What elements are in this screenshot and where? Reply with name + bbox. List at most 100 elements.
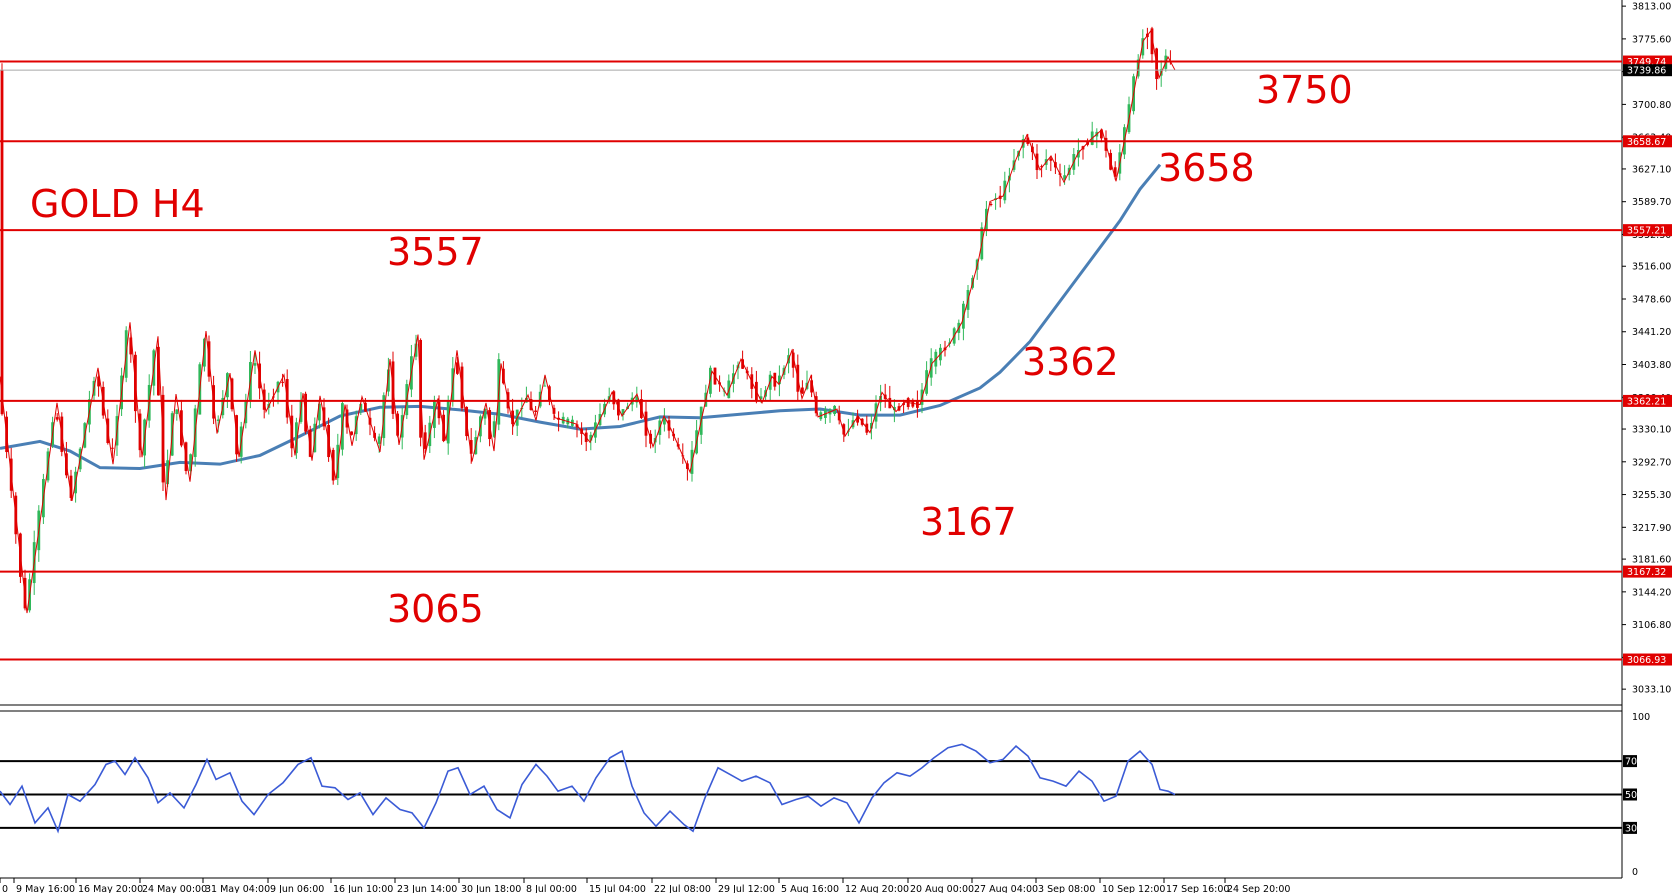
price-tick-label: 3106.80 xyxy=(1632,620,1671,631)
candle-body xyxy=(157,346,160,396)
moving-average-line xyxy=(0,163,1162,471)
rsi-level-tag-box xyxy=(1623,755,1637,768)
time-tick-label: 16 Jun 10:00 xyxy=(333,884,393,893)
candle-body xyxy=(216,419,220,421)
time-tick-label: 3 Sep 08:00 xyxy=(1038,884,1095,893)
zigzag-line xyxy=(0,29,1176,614)
candle-body xyxy=(1150,28,1154,55)
rsi-tick-100: 100 xyxy=(1632,712,1650,723)
candle-body xyxy=(791,352,795,368)
candle-body xyxy=(359,403,363,411)
time-tick-label: 15 Jul 04:00 xyxy=(589,884,646,893)
price-tick-label: 3403.80 xyxy=(1632,360,1671,371)
candle-body xyxy=(437,401,441,419)
candle-body xyxy=(989,204,993,206)
time-tick-label: 30 Jun 18:00 xyxy=(461,884,521,893)
candle-body xyxy=(129,337,133,355)
candle-body xyxy=(635,396,639,403)
time-tick-label: 16 May 20:00 xyxy=(78,884,143,893)
level-tag-3750: 3749.74 xyxy=(1627,57,1666,68)
rsi-panel: 30 50 70 100 0 xyxy=(0,712,1650,878)
time-tick-label: 10 Sep 12:00 xyxy=(1102,884,1165,893)
candle-body xyxy=(879,396,882,403)
rsi-level-tag-box xyxy=(1623,788,1637,801)
price-tick-label: 3330.10 xyxy=(1632,425,1671,436)
candle-body xyxy=(759,396,763,400)
time-tick-label: 12 Aug 20:00 xyxy=(845,884,909,893)
candle-body xyxy=(423,432,427,449)
rsi-line-layer xyxy=(0,743,1176,834)
current-price-tag-box xyxy=(1623,64,1672,77)
candle-body xyxy=(166,460,169,485)
level-tag-3065: 3066.93 xyxy=(1627,655,1666,666)
candle-body xyxy=(203,338,206,367)
price-tick-label: 3589.70 xyxy=(1632,197,1671,208)
level-tag-box xyxy=(1623,565,1672,578)
moving-average-layer xyxy=(0,163,1162,471)
level-tag-3557: 3557.21 xyxy=(1627,226,1666,237)
candle-body xyxy=(1063,175,1066,180)
level-tag-box xyxy=(1623,135,1672,148)
candle-body xyxy=(396,413,399,436)
candle-body xyxy=(253,363,257,366)
level-label-3557: 3557 xyxy=(387,230,484,274)
price-tick-label: 3255.30 xyxy=(1632,490,1671,501)
time-tick-label: 22 Jul 08:00 xyxy=(654,884,711,893)
candle-body xyxy=(534,410,537,413)
time-tick-label: 9 May 16:00 xyxy=(16,884,75,893)
candle-body xyxy=(456,362,459,374)
candle-body xyxy=(318,403,321,421)
time-tick-label: 24 May 00:00 xyxy=(142,884,207,893)
candle-body xyxy=(1049,158,1053,161)
candle-body xyxy=(511,410,514,425)
time-tick-label: 5 Aug 16:00 xyxy=(781,884,839,893)
time-tick-label: 23 Jun 14:00 xyxy=(397,884,457,893)
rsi-level-tag-30: 30 xyxy=(1625,823,1637,834)
price-tick-label: 3627.10 xyxy=(1632,164,1671,175)
candle-body xyxy=(778,375,781,385)
zigzag-layer xyxy=(0,29,1176,614)
candle-body xyxy=(842,424,846,435)
price-tick-label: 3217.90 xyxy=(1632,523,1671,534)
time-tick-label: 31 May 04:00 xyxy=(205,884,270,893)
candle-body xyxy=(69,475,73,498)
time-tick-label: 8 Jul 00:00 xyxy=(526,884,577,893)
candle-body xyxy=(870,422,873,429)
level-tag-box xyxy=(1623,394,1672,407)
rsi-axis-ticks: 100 0 xyxy=(1632,712,1650,878)
chart-title: GOLD H4 xyxy=(30,182,205,226)
current-price-layer: 3739.86 xyxy=(0,64,1672,77)
candle-body xyxy=(543,385,547,387)
candle-body xyxy=(1113,167,1117,177)
time-tick-label: 24 Sep 20:00 xyxy=(1227,884,1290,893)
candle-body xyxy=(414,343,418,357)
level-tag-box xyxy=(1623,653,1672,666)
candle-body xyxy=(469,440,473,454)
price-tick-label: 3144.20 xyxy=(1632,587,1671,598)
price-tick-label: 3478.60 xyxy=(1632,294,1671,305)
level-label-3750: 3750 xyxy=(1256,68,1353,112)
candle-body xyxy=(55,417,59,420)
candle-body xyxy=(893,406,896,411)
candle-body xyxy=(810,380,813,393)
time-tick-label: 20 Aug 00:00 xyxy=(910,884,974,893)
candle-body xyxy=(1100,129,1103,139)
level-tag-box xyxy=(1623,224,1672,237)
price-tick-label: 3775.60 xyxy=(1632,34,1671,45)
candle-body xyxy=(1040,166,1043,168)
candle-body xyxy=(0,70,4,415)
candle-body xyxy=(621,409,625,416)
level-tag-3362: 3362.21 xyxy=(1627,396,1666,407)
time-tick-label: 27 Aug 04:00 xyxy=(974,884,1038,893)
candle-body xyxy=(589,434,593,441)
candle-body xyxy=(801,387,804,394)
time-tick-label: 29 Jul 12:00 xyxy=(718,884,775,893)
candle-body xyxy=(189,454,192,472)
time-tick-label: 17 Sep 16:00 xyxy=(1166,884,1229,893)
candle-body xyxy=(856,416,859,423)
rsi-level-lines: 30 50 70 xyxy=(0,755,1637,834)
rsi-level-tag-50: 50 xyxy=(1625,790,1637,801)
price-tick-label: 3700.80 xyxy=(1632,100,1671,111)
